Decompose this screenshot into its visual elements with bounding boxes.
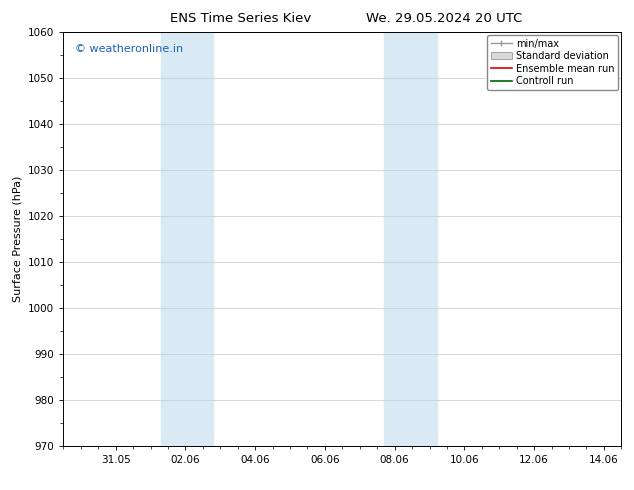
- Bar: [384, 32, 436, 446]
- Bar: [161, 32, 213, 446]
- Text: We. 29.05.2024 20 UTC: We. 29.05.2024 20 UTC: [366, 12, 522, 25]
- Y-axis label: Surface Pressure (hPa): Surface Pressure (hPa): [13, 176, 23, 302]
- Text: ENS Time Series Kiev: ENS Time Series Kiev: [171, 12, 311, 25]
- Legend: min/max, Standard deviation, Ensemble mean run, Controll run: min/max, Standard deviation, Ensemble me…: [487, 35, 618, 90]
- Text: © weatheronline.in: © weatheronline.in: [75, 44, 183, 54]
